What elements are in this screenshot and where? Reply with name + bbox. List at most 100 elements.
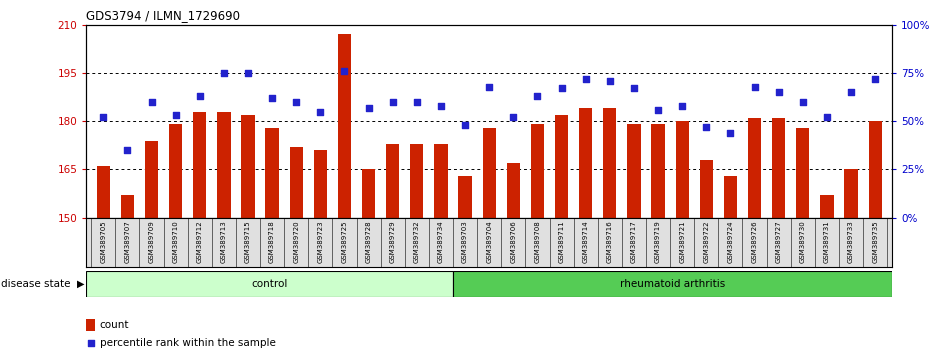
Text: GSM389733: GSM389733 <box>848 220 854 263</box>
Point <box>771 90 786 95</box>
Bar <box>266 128 279 218</box>
Text: GSM389721: GSM389721 <box>679 220 685 263</box>
Bar <box>453 271 892 297</box>
Bar <box>555 115 568 218</box>
Text: GSM389730: GSM389730 <box>800 220 806 263</box>
Point <box>868 76 883 82</box>
Bar <box>844 170 857 218</box>
Bar <box>796 128 809 218</box>
Text: GSM389726: GSM389726 <box>751 220 758 263</box>
Point <box>578 76 593 82</box>
Text: GSM389719: GSM389719 <box>655 220 661 263</box>
Point <box>626 86 641 91</box>
Text: GSM389709: GSM389709 <box>148 220 155 263</box>
Point <box>675 103 690 109</box>
Bar <box>86 319 95 331</box>
Bar <box>627 125 640 218</box>
Bar <box>97 166 110 218</box>
Text: GSM389717: GSM389717 <box>631 220 637 263</box>
Bar <box>579 108 593 218</box>
Bar <box>217 112 230 218</box>
Bar <box>458 176 471 218</box>
Point <box>457 122 472 128</box>
Point <box>651 107 666 113</box>
Text: GSM389731: GSM389731 <box>824 220 830 263</box>
Bar <box>86 271 453 297</box>
Point <box>352 259 367 265</box>
Point <box>843 90 858 95</box>
Text: GSM389735: GSM389735 <box>872 220 878 263</box>
Point <box>554 86 569 91</box>
Text: ▶: ▶ <box>77 279 85 289</box>
Text: GSM389729: GSM389729 <box>390 220 395 263</box>
Text: GSM389708: GSM389708 <box>534 220 541 263</box>
Bar <box>507 163 520 218</box>
Point <box>168 113 183 118</box>
Bar <box>241 115 254 218</box>
Bar <box>169 125 182 218</box>
Text: GSM389718: GSM389718 <box>269 220 275 263</box>
Bar <box>603 108 617 218</box>
Text: GSM389734: GSM389734 <box>438 220 444 263</box>
Text: GSM389722: GSM389722 <box>703 220 709 263</box>
Point <box>434 103 449 109</box>
Text: count: count <box>100 320 129 330</box>
Bar <box>483 128 496 218</box>
Text: GSM389728: GSM389728 <box>365 220 372 263</box>
Bar <box>700 160 713 218</box>
Text: GSM389727: GSM389727 <box>776 220 781 263</box>
Point <box>265 95 280 101</box>
Bar <box>531 125 544 218</box>
Text: GSM389713: GSM389713 <box>221 220 227 263</box>
Point <box>602 78 617 84</box>
Text: control: control <box>252 279 287 289</box>
Point <box>820 115 835 120</box>
Bar <box>652 125 665 218</box>
Text: percentile rank within the sample: percentile rank within the sample <box>100 338 275 348</box>
Text: GDS3794 / ILMN_1729690: GDS3794 / ILMN_1729690 <box>86 9 240 22</box>
Text: GSM389710: GSM389710 <box>173 220 178 263</box>
Point <box>795 99 810 105</box>
Point <box>385 99 400 105</box>
Point <box>530 93 545 99</box>
Text: GSM389704: GSM389704 <box>486 220 492 263</box>
Bar <box>193 112 207 218</box>
Bar <box>121 195 134 218</box>
Bar <box>410 144 423 218</box>
Point <box>337 68 352 74</box>
Point <box>506 115 521 120</box>
Point <box>240 70 255 76</box>
Bar <box>675 121 689 218</box>
Text: GSM389715: GSM389715 <box>245 220 251 263</box>
Point <box>313 109 328 114</box>
Point <box>120 147 135 153</box>
Text: GSM389723: GSM389723 <box>317 220 323 263</box>
Point <box>192 93 208 99</box>
Point <box>723 130 738 136</box>
Bar <box>821 195 834 218</box>
Bar <box>145 141 158 218</box>
Point <box>216 70 231 76</box>
Point <box>96 115 111 120</box>
Bar <box>314 150 327 218</box>
Text: GSM389706: GSM389706 <box>510 220 516 263</box>
Bar <box>386 144 399 218</box>
Bar <box>289 147 303 218</box>
Bar <box>724 176 737 218</box>
Text: GSM389711: GSM389711 <box>559 220 564 263</box>
Point <box>288 99 303 105</box>
Text: GSM389724: GSM389724 <box>728 220 733 263</box>
Point <box>144 99 159 105</box>
Text: GSM389714: GSM389714 <box>583 220 589 263</box>
Point <box>747 84 762 89</box>
Bar <box>772 118 785 218</box>
Text: GSM389703: GSM389703 <box>462 220 469 263</box>
Bar <box>362 170 376 218</box>
Text: GSM389707: GSM389707 <box>124 220 131 263</box>
Point <box>409 99 424 105</box>
Bar <box>869 121 882 218</box>
Point <box>699 124 714 130</box>
Point <box>362 105 377 110</box>
Text: GSM389712: GSM389712 <box>197 220 203 263</box>
Text: GSM389732: GSM389732 <box>414 220 420 263</box>
